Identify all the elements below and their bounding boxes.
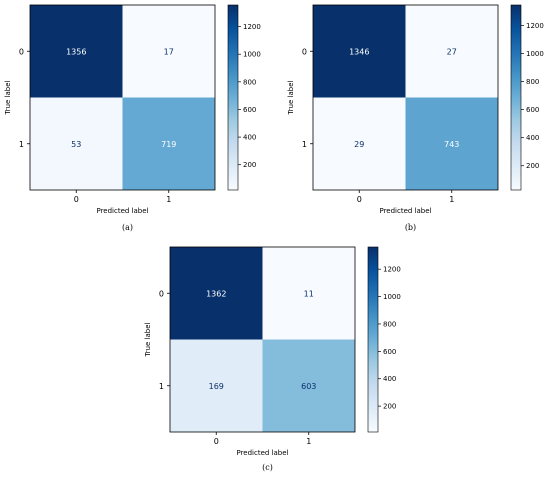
x-tick-label: 1 [306,437,311,446]
cell-value-label: 11 [304,289,314,298]
cell-value-label: 603 [301,382,316,391]
cell-value-label: 1346 [349,47,369,56]
y-tick-label: 0 [159,289,164,298]
x-axis-label: Predicted label [236,449,288,457]
y-axis-label: True label [144,322,152,357]
matrix-cell [313,97,406,190]
cell-value-label: 17 [164,47,174,56]
colorbar-tick-label: 600 [383,348,396,356]
colorbar [367,246,379,433]
colorbar-tick-label: 1200 [383,266,401,274]
colorbar-tick-label: 200 [526,162,539,170]
panel-caption: (c) [262,463,273,472]
colorbar-tick-label: 800 [526,78,539,86]
x-tick-label: 1 [166,195,171,204]
matrix-cell [122,97,215,190]
matrix-cell [170,247,263,340]
colorbar [510,4,522,191]
cell-value-label: 53 [71,140,81,149]
colorbar-tick-label: 1000 [526,50,544,58]
x-tick-label: 1 [449,195,454,204]
cell-value-label: 1356 [66,47,86,56]
colorbar-tick-label: 200 [243,161,256,169]
cell-value-label: 29 [354,140,364,149]
y-tick-label: 1 [302,140,307,149]
matrix-cell [30,97,123,190]
colorbar-tick-label: 1200 [243,23,261,31]
y-axis-label: True label [287,80,295,115]
panel-caption: (a) [122,223,133,232]
matrix-cell [405,97,498,190]
confusion-matrix-panel-1: 1356 17 53 719 0 1 0 1 Predicted label True label… [4,4,261,232]
matrix-cell [405,5,498,98]
y-axis-label: True label [4,80,12,115]
colorbar-tick-label: 1000 [243,51,261,59]
matrix-cell [122,5,215,98]
confusion-matrix-panel-3: 1362 11 169 603 0 1 0 1 Predicted label True labe… [144,246,401,472]
panel-caption: (b) [405,223,416,232]
x-tick-label: 0 [74,195,79,204]
colorbar-tick-label: 200 [383,403,396,411]
colorbar-tick-label: 400 [383,375,396,383]
colorbar-tick-label: 400 [243,134,256,142]
x-tick-label: 0 [214,437,219,446]
matrix-cell [262,339,355,432]
confusion-matrix-panel-2: 1346 27 29 743 0 1 0 1 Predicted label True label… [287,4,544,232]
colorbar-tick-label: 400 [526,134,539,142]
colorbar [227,4,239,191]
colorbar-tick-label: 1000 [383,293,401,301]
matrix-cell [170,339,263,432]
plot-frame [169,246,356,433]
x-axis-label: Predicted label [96,207,148,215]
matrix-cell [262,247,355,340]
y-tick-label: 1 [19,140,24,149]
cell-value-label: 743 [444,140,459,149]
matrix-cell [30,5,123,98]
x-tick-label: 0 [357,195,362,204]
cell-value-label: 719 [161,140,176,149]
y-tick-label: 0 [302,47,307,56]
cell-value-label: 27 [447,47,457,56]
colorbar-tick-label: 600 [526,106,539,114]
colorbar-tick-label: 1200 [526,22,544,30]
colorbar-tick-label: 800 [383,320,396,328]
plot-frame [29,4,216,191]
colorbar-tick-label: 600 [243,106,256,114]
cell-value-label: 169 [209,382,224,391]
matrix-cell [313,5,406,98]
plot-frame [312,4,499,191]
colorbar-tick-label: 800 [243,78,256,86]
x-axis-label: Predicted label [379,207,431,215]
y-tick-label: 1 [159,382,164,391]
y-tick-label: 0 [19,47,24,56]
cell-value-label: 1362 [206,289,226,298]
